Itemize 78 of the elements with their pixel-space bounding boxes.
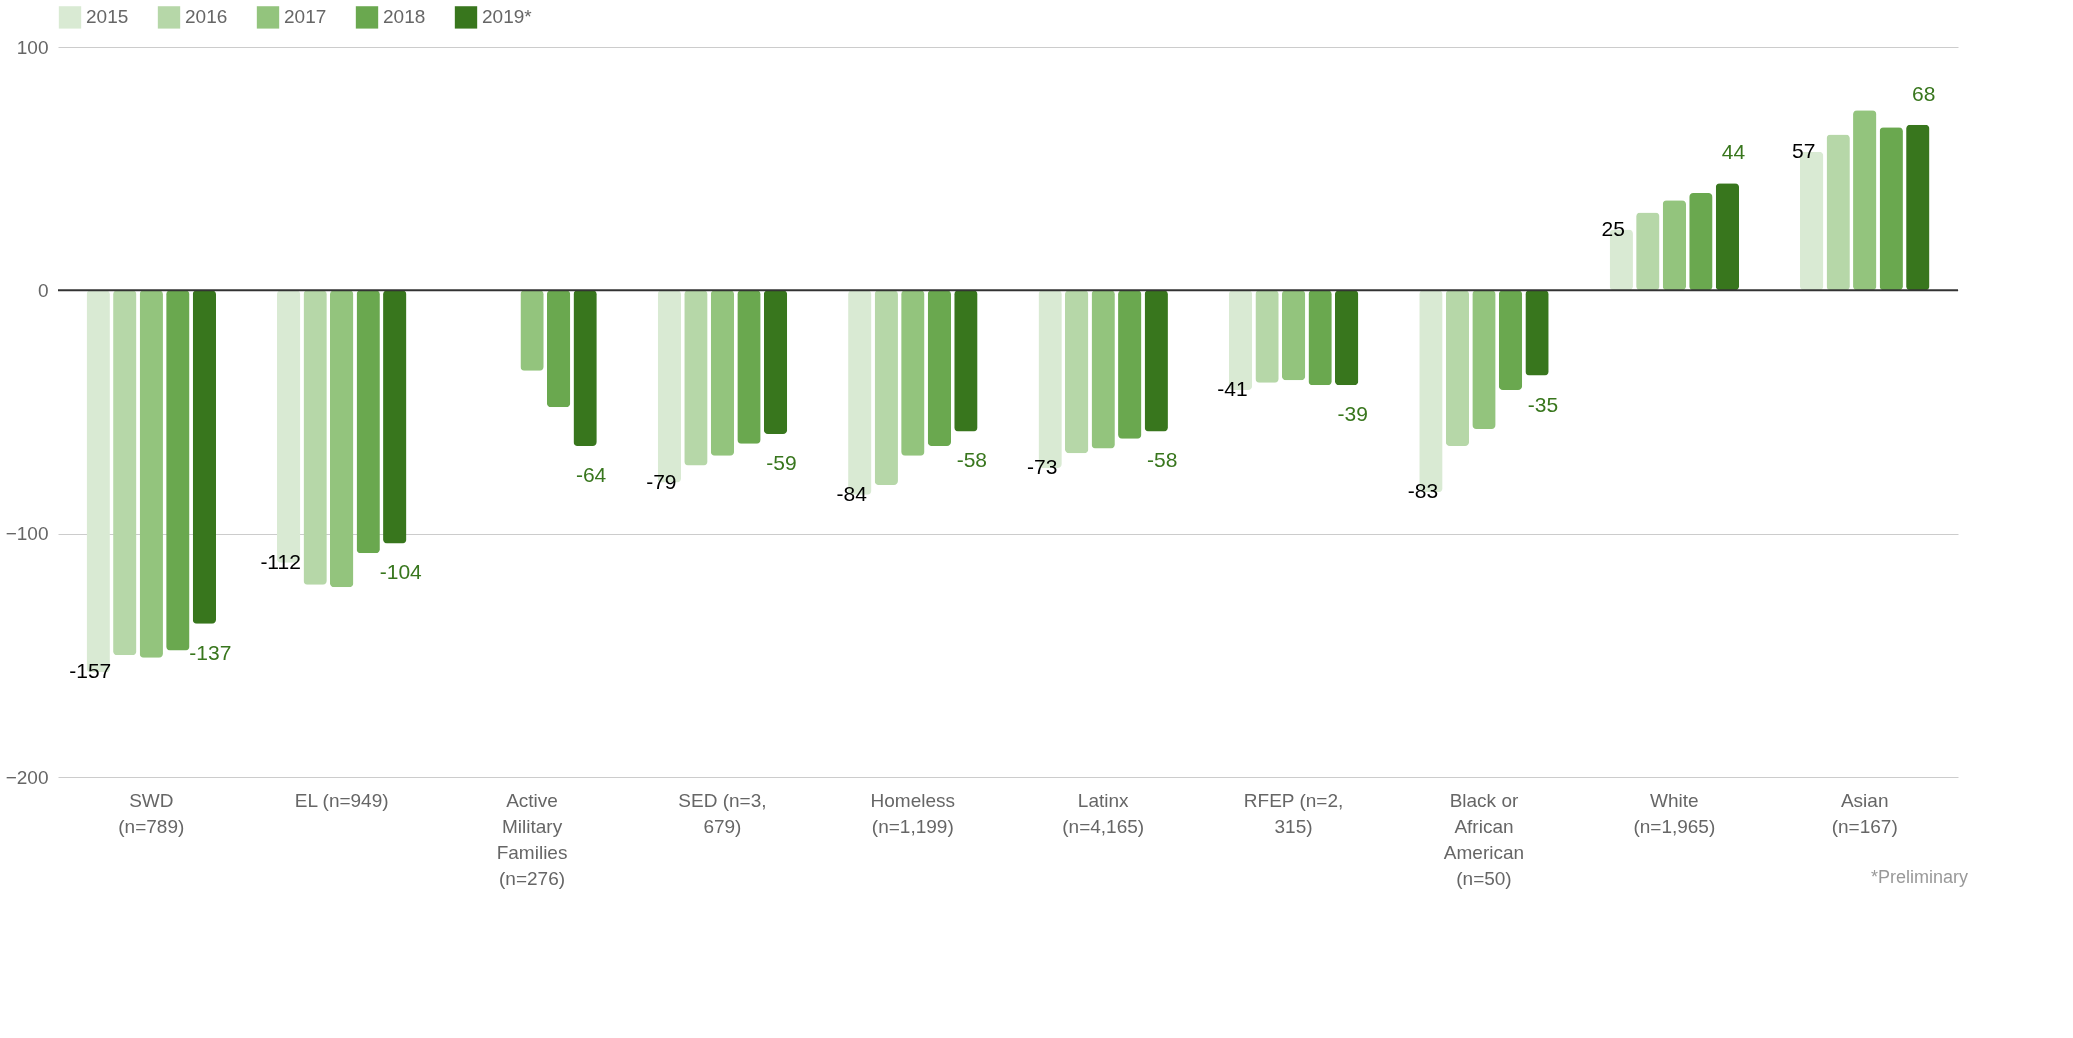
data-label: -137 (189, 640, 232, 664)
bar (1689, 193, 1713, 291)
legend-label: 2016 (185, 6, 228, 28)
bar (1472, 290, 1496, 430)
legend-label: 2019* (482, 6, 533, 28)
bar (1715, 183, 1740, 291)
x-tick-label: Active Military Families (n=276) (496, 789, 568, 889)
data-label: -83 (1407, 479, 1439, 503)
bar (192, 290, 217, 624)
x-tick-label: EL (n=949) (294, 789, 389, 811)
data-label: -112 (260, 549, 301, 573)
bar (139, 290, 163, 658)
bar (1308, 290, 1332, 386)
y-tick-label: 100 (16, 36, 49, 58)
data-label: -104 (379, 560, 423, 584)
data-label: -59 (766, 450, 797, 474)
bar (356, 290, 380, 554)
y-tick-label: −100 (5, 523, 49, 545)
bar (1498, 290, 1523, 391)
data-label: -41 (1217, 377, 1248, 401)
bar (1255, 290, 1279, 383)
x-tick-label: Black or African American (n=50) (1443, 789, 1525, 889)
data-label: -39 (1337, 402, 1368, 426)
data-label: 57 (1791, 138, 1816, 162)
y-tick-label: 0 (37, 279, 49, 301)
legend-label: 2018 (383, 6, 426, 28)
bar (303, 290, 327, 585)
bar (763, 290, 788, 434)
bar (1091, 290, 1115, 449)
bar (1853, 110, 1877, 291)
x-tick-label: SED (n=3,679) (678, 789, 767, 837)
bar (113, 290, 137, 656)
text: *Preliminary (1870, 867, 1968, 887)
bar (1525, 290, 1549, 376)
bar (1334, 290, 1359, 386)
bar (1636, 212, 1660, 291)
bar (520, 290, 544, 371)
bar (901, 290, 925, 456)
bar (383, 290, 407, 544)
bar (710, 290, 735, 456)
data-label: -84 (836, 481, 868, 505)
data-label: -157 (69, 659, 112, 683)
data-label: -58 (1147, 448, 1178, 472)
bar (737, 290, 761, 444)
bar (874, 290, 898, 485)
bar (954, 290, 978, 432)
x-tick-label: Asian (n=167) (1831, 789, 1898, 837)
bar (1118, 290, 1142, 439)
x-tick-label: Homeless (n=1,199) (870, 789, 956, 837)
legend-label: 2015 (86, 6, 129, 28)
x-tick-label: SWD (n=789) (118, 789, 185, 837)
y-tick-label: −200 (5, 766, 49, 788)
data-label: -35 (1527, 392, 1559, 416)
bar (1879, 127, 1903, 291)
bar (1662, 200, 1687, 291)
x-tick-label: White (n=1,965) (1633, 789, 1716, 837)
data-label: -79 (646, 469, 677, 493)
x-tick-label: RFEP (n=2,315) (1243, 789, 1344, 837)
data-label: -58 (956, 448, 988, 472)
bar (1826, 134, 1850, 291)
bar (1281, 290, 1306, 381)
bar (1445, 290, 1470, 447)
legend-label: 2017 (284, 6, 327, 28)
bar (1144, 290, 1168, 432)
data-label: -64 (575, 463, 607, 487)
data-label: 44 (1721, 140, 1746, 164)
bar (1064, 290, 1089, 454)
bar (329, 290, 354, 588)
bar (546, 290, 571, 408)
bar (1906, 124, 1930, 291)
bar (573, 290, 597, 447)
data-label: -73 (1026, 454, 1058, 478)
bar (166, 290, 190, 651)
bar (684, 290, 708, 466)
data-label: 68 (1912, 81, 1936, 105)
x-tick-label: Latinx (n=4,165) (1062, 789, 1145, 837)
data-label: 25 (1601, 216, 1625, 240)
bar (927, 290, 952, 447)
